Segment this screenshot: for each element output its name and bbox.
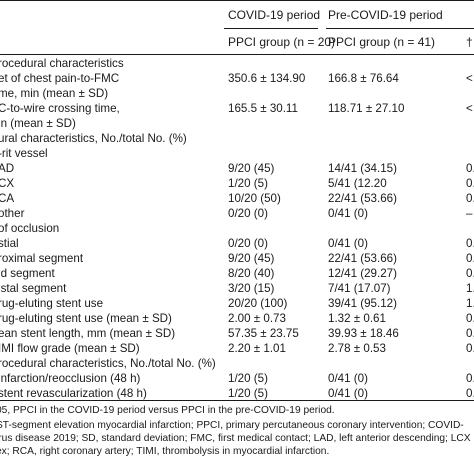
row-label: AD (0, 162, 15, 175)
row-p-value: 0. (466, 192, 474, 205)
row-p-value: 0. (466, 267, 474, 280)
row-label: rug-eluting stent use (mean ± SD) (0, 312, 172, 325)
row-value-covid: 165.5 ± 30.11 (228, 102, 298, 115)
row-value-pre-covid: 22/41 (53.66) (328, 252, 397, 265)
row-value-covid: 0/20 (0) (228, 237, 268, 250)
row-value-pre-covid: 39/41 (95.12) (328, 297, 397, 310)
row-p-value: 0. (466, 387, 474, 400)
row-value-covid: 350.6 ± 134.90 (228, 72, 306, 85)
row-value-covid: 1/20 (5) (228, 177, 268, 190)
header-ppci-pre-covid: PPCI group (n = 41) (328, 35, 436, 49)
row-p-value: 1. (466, 297, 474, 310)
row-label: other (0, 207, 25, 220)
row-p-value: 0. (466, 177, 474, 190)
row-value-covid: 2.20 ± 1.01 (228, 342, 286, 355)
header-group2-rule (326, 28, 474, 29)
row-p-value: 0. (466, 342, 474, 355)
row-value-covid: 1/20 (5) (228, 387, 268, 400)
row-value-pre-covid: 1.32 ± 0.61 (328, 312, 386, 325)
table-bottom-rule (0, 400, 474, 401)
row-value-pre-covid: 0/41 (0) (328, 387, 368, 400)
footnote-line: irus disease 2019; SD, standard deviatio… (0, 433, 471, 444)
header-group1-rule (224, 28, 318, 29)
row-value-covid: 1/20 (5) (228, 372, 268, 385)
row-label: IMI flow grade (mean ± SD) (0, 342, 140, 355)
row-p-value: 1. (466, 282, 474, 295)
row-label: stial (0, 237, 19, 250)
row-label: rug-eluting stent use (0, 297, 104, 310)
header-ppci-covid: PPCI group (n = 20) (228, 35, 336, 49)
row-label: stent revascularization (48 h) (0, 387, 147, 400)
row-value-covid: 20/20 (100) (228, 297, 288, 310)
header-bottom-rule (0, 54, 474, 55)
row-label: et of chest pain-to-FMC (0, 72, 120, 85)
footnote-line: ST-segment elevation myocardial infarcti… (0, 420, 464, 431)
row-value-pre-covid: 22/41 (53.66) (328, 192, 397, 205)
row-value-pre-covid: 7/41 (17.07) (328, 282, 391, 295)
row-label: of occlusion (0, 222, 60, 235)
row-p-value: 0. (466, 162, 474, 175)
row-label: roximal segment (0, 252, 84, 265)
row-value-pre-covid: 118.71 ± 27.10 (328, 102, 405, 115)
row-p-value: 0. (466, 237, 474, 250)
row-label: id segment (0, 267, 55, 280)
row-label: C-to-wire crossing time, (0, 102, 120, 115)
row-value-pre-covid: 14/41 (34.15) (328, 162, 397, 175)
row-value-pre-covid: 5/41 (12.20 (328, 177, 387, 190)
row-value-covid: 2.00 ± 0.73 (228, 312, 286, 325)
row-value-pre-covid: 0/41 (0) (328, 207, 368, 220)
row-label: istal segment (0, 282, 67, 295)
row-value-covid: 10/20 (50) (228, 192, 281, 205)
row-value-pre-covid: 166.8 ± 76.64 (328, 72, 399, 85)
row-value-covid: 8/20 (40) (228, 267, 275, 280)
table-top-rule (0, 0, 474, 1)
footnote-line: ex; RCA, right coronary artery; TIMI, th… (0, 446, 330, 457)
row-value-pre-covid: 2.78 ± 0.53 (328, 342, 386, 355)
row-value-covid: 0/20 (0) (228, 207, 268, 220)
row-label: in (mean ± SD) (0, 117, 76, 130)
row-label: CX (0, 177, 15, 190)
row-label: CA (0, 192, 15, 205)
row-label: infarction/reocclusion (48 h) (0, 372, 141, 385)
row-p-value: 0. (466, 327, 474, 340)
row-label: me, min (mean ± SD) (0, 87, 109, 100)
row-p-value: < (466, 102, 473, 115)
row-value-pre-covid: 0/41 (0) (328, 237, 368, 250)
row-p-value: 0. (466, 252, 474, 265)
row-value-pre-covid: 12/41 (29.27) (328, 267, 397, 280)
row-value-covid: 9/20 (45) (228, 162, 275, 175)
row-value-covid: 3/20 (15) (228, 282, 275, 295)
row-label: -rit vessel (0, 147, 48, 160)
row-p-value: 0. (466, 312, 474, 325)
row-label: rocedural characteristics, No./total No.… (0, 357, 216, 370)
row-label: ean stent length, mm (mean ± SD) (0, 327, 176, 340)
row-p-value: 0. (466, 372, 474, 385)
row-value-pre-covid: 39.93 ± 18.46 (328, 327, 399, 340)
row-value-pre-covid: 0/41 (0) (328, 372, 368, 385)
row-value-covid: 9/20 (45) (228, 252, 275, 265)
header-p-value: † (466, 35, 473, 49)
header-pre-covid-period: Pre-COVID-19 period (328, 8, 443, 22)
row-label: ural characteristics, No./total No. (%) (0, 132, 187, 145)
footnote-line: 05, PPCI in the COVID-19 period versus P… (0, 405, 335, 416)
row-label: rocedural characteristics (0, 57, 124, 70)
row-value-covid: 57.35 ± 23.75 (228, 327, 299, 340)
header-covid-period: COVID-19 period (228, 8, 321, 22)
row-p-value: < (466, 72, 473, 85)
row-p-value: – (466, 207, 473, 220)
